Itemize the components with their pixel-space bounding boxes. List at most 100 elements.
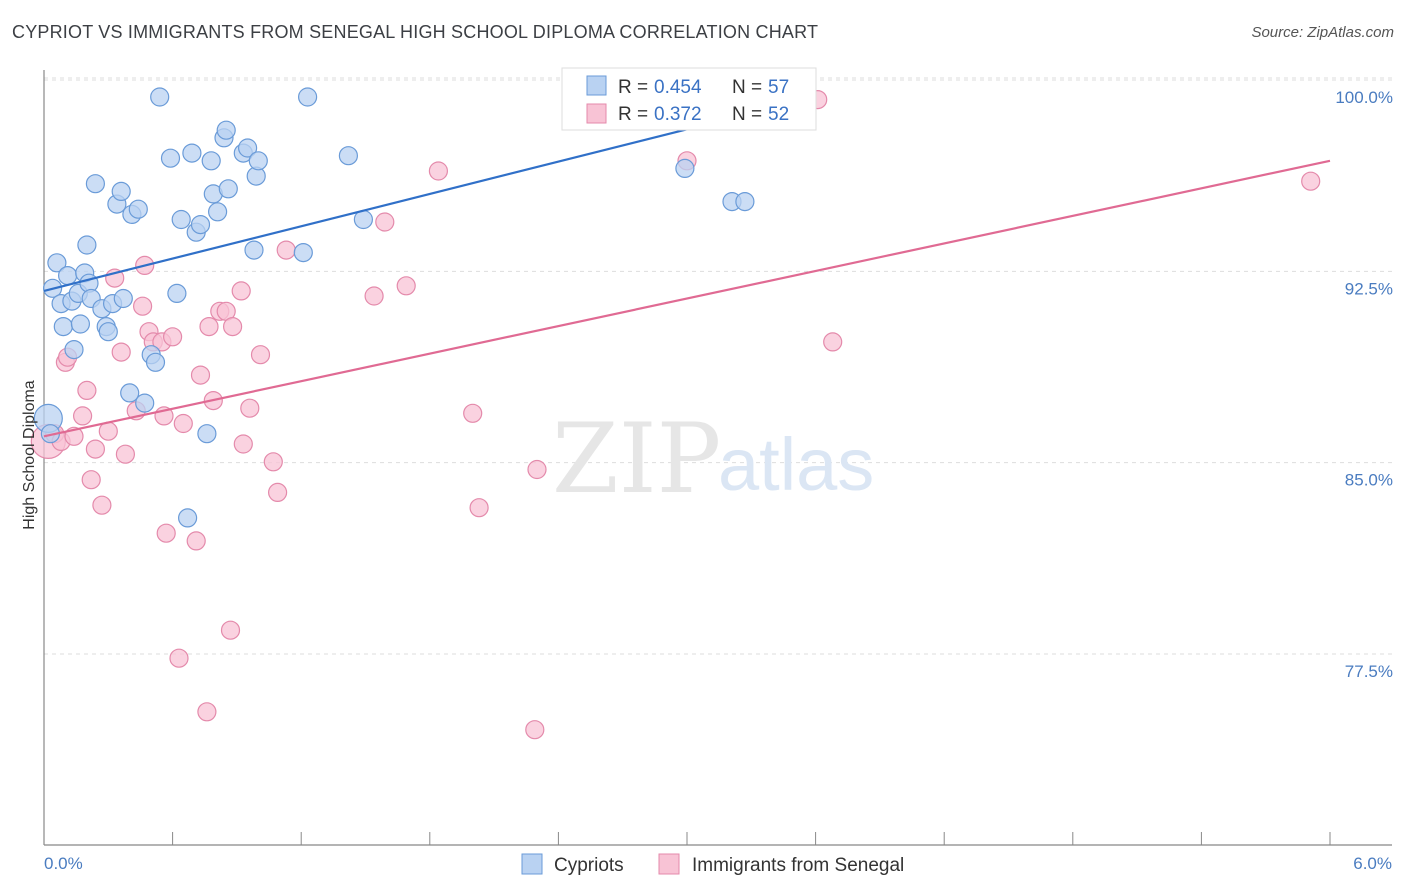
senegal-point — [250, 345, 271, 365]
legend-r-label-cypriots: R = — [618, 77, 648, 98]
senegal-point — [396, 276, 416, 296]
senegal-point — [276, 240, 296, 260]
y-axis-label: High School Diploma — [21, 380, 38, 530]
senegal-point — [240, 398, 260, 418]
watermark-atlas: atlas — [718, 423, 874, 506]
y-axis-tick-labels: 77.5% 85.0% 92.5% 100.0% — [1335, 88, 1393, 681]
senegal-point — [190, 365, 211, 385]
senegal-point — [199, 317, 219, 337]
legend-r-value-cypriots: 0.454 — [654, 77, 702, 98]
legend-n-label-cypriots: N = — [732, 77, 762, 98]
senegal-point — [169, 648, 189, 668]
gridlines — [44, 77, 1392, 655]
senegal-point — [111, 342, 131, 362]
legend-n-value-senegal: 52 — [768, 104, 789, 125]
cypriots-point — [298, 87, 318, 107]
x-tick-label-min: 0.0% — [44, 854, 83, 873]
senegal-point — [364, 286, 384, 306]
legend-n-label-senegal: N = — [732, 104, 762, 125]
cypriots-point — [293, 243, 313, 263]
y-tick-label: 85.0% — [1345, 471, 1393, 490]
senegal-point — [133, 296, 153, 316]
senegal-point — [81, 470, 101, 490]
bottom-legend-label-senegal: Immigrants from Senegal — [692, 855, 904, 876]
senegal-point — [173, 413, 193, 434]
senegal-point — [823, 332, 843, 352]
cypriots-point — [53, 317, 73, 337]
cypriots-point — [197, 424, 217, 444]
senegal-point — [220, 620, 241, 640]
senegal-point — [156, 523, 176, 543]
senegal-point — [223, 317, 243, 337]
cypriots-point — [338, 146, 358, 166]
cypriots-point — [238, 138, 258, 158]
senegal-point — [186, 531, 206, 551]
cypriots-point — [216, 120, 236, 140]
cypriots-point — [190, 215, 211, 235]
series-cypriots-points — [33, 87, 755, 528]
senegal-point — [163, 327, 183, 347]
senegal-point — [115, 444, 136, 464]
senegal-point — [268, 482, 288, 502]
senegal-point — [85, 439, 106, 459]
y-tick-label: 100.0% — [1335, 88, 1393, 107]
senegal-point — [469, 498, 489, 518]
cypriots-point — [98, 322, 118, 342]
cypriots-point — [120, 383, 140, 403]
cypriots-point — [735, 192, 755, 212]
y-tick-label: 92.5% — [1345, 279, 1393, 298]
senegal-point — [92, 495, 112, 515]
cypriots-point — [218, 179, 238, 199]
senegal-trend-line — [43, 159, 1331, 438]
senegal-point — [77, 380, 97, 400]
stats-legend: R = 0.454 N = 57 R = 0.372 N = 52 — [561, 67, 817, 131]
watermark-zip: ZIP — [552, 403, 721, 515]
cypriots-point — [171, 209, 191, 230]
cypriots-point — [57, 266, 78, 286]
chart-title: CYPRIOT VS IMMIGRANTS FROM SENEGAL HIGH … — [12, 22, 819, 42]
source-credit: Source: ZipAtlas.com — [1251, 24, 1394, 41]
senegal-point — [527, 459, 547, 480]
series-legend: Cypriots Immigrants from Senegal — [521, 853, 904, 876]
senegal-point — [233, 434, 253, 454]
legend-swatch-senegal — [586, 103, 607, 124]
senegal-point — [428, 161, 448, 181]
cypriots-point — [178, 508, 198, 528]
x-tick-label-max: 6.0% — [1353, 854, 1392, 873]
cypriots-point — [77, 235, 97, 255]
senegal-point — [463, 403, 483, 423]
senegal-point — [375, 212, 395, 232]
senegal-point — [197, 702, 217, 722]
legend-n-value-cypriots: 57 — [768, 77, 789, 98]
bottom-legend-swatch-senegal — [658, 853, 680, 875]
watermark: ZIP atlas — [552, 403, 874, 515]
cypriots-point — [150, 87, 170, 107]
y-tick-label: 77.5% — [1345, 662, 1393, 681]
bottom-legend-label-cypriots: Cypriots — [554, 855, 624, 876]
cypriots-point — [145, 352, 166, 372]
bottom-legend-swatch-cypriots — [521, 853, 543, 875]
x-axis-ticks — [43, 832, 1331, 845]
legend-swatch-cypriots — [586, 75, 607, 96]
cypriots-point — [182, 143, 202, 163]
cypriots-point — [244, 240, 264, 260]
cypriots-point — [208, 202, 228, 222]
cypriots-point — [47, 253, 67, 273]
cypriots-point — [113, 288, 133, 309]
cypriots-point — [167, 283, 187, 303]
senegal-point — [525, 720, 545, 740]
cypriots-point — [160, 148, 181, 168]
cypriots-point — [675, 158, 695, 178]
cypriots-point — [135, 393, 155, 413]
cypriots-point — [70, 314, 91, 334]
senegal-point — [72, 406, 93, 426]
senegal-point — [263, 452, 283, 472]
legend-r-label-senegal: R = — [618, 104, 648, 125]
legend-r-value-senegal: 0.372 — [654, 104, 702, 125]
cypriots-point — [111, 181, 131, 201]
cypriots-point — [248, 151, 268, 171]
senegal-point — [1301, 171, 1321, 191]
cypriots-point — [128, 199, 148, 219]
cypriots-point — [64, 340, 84, 360]
